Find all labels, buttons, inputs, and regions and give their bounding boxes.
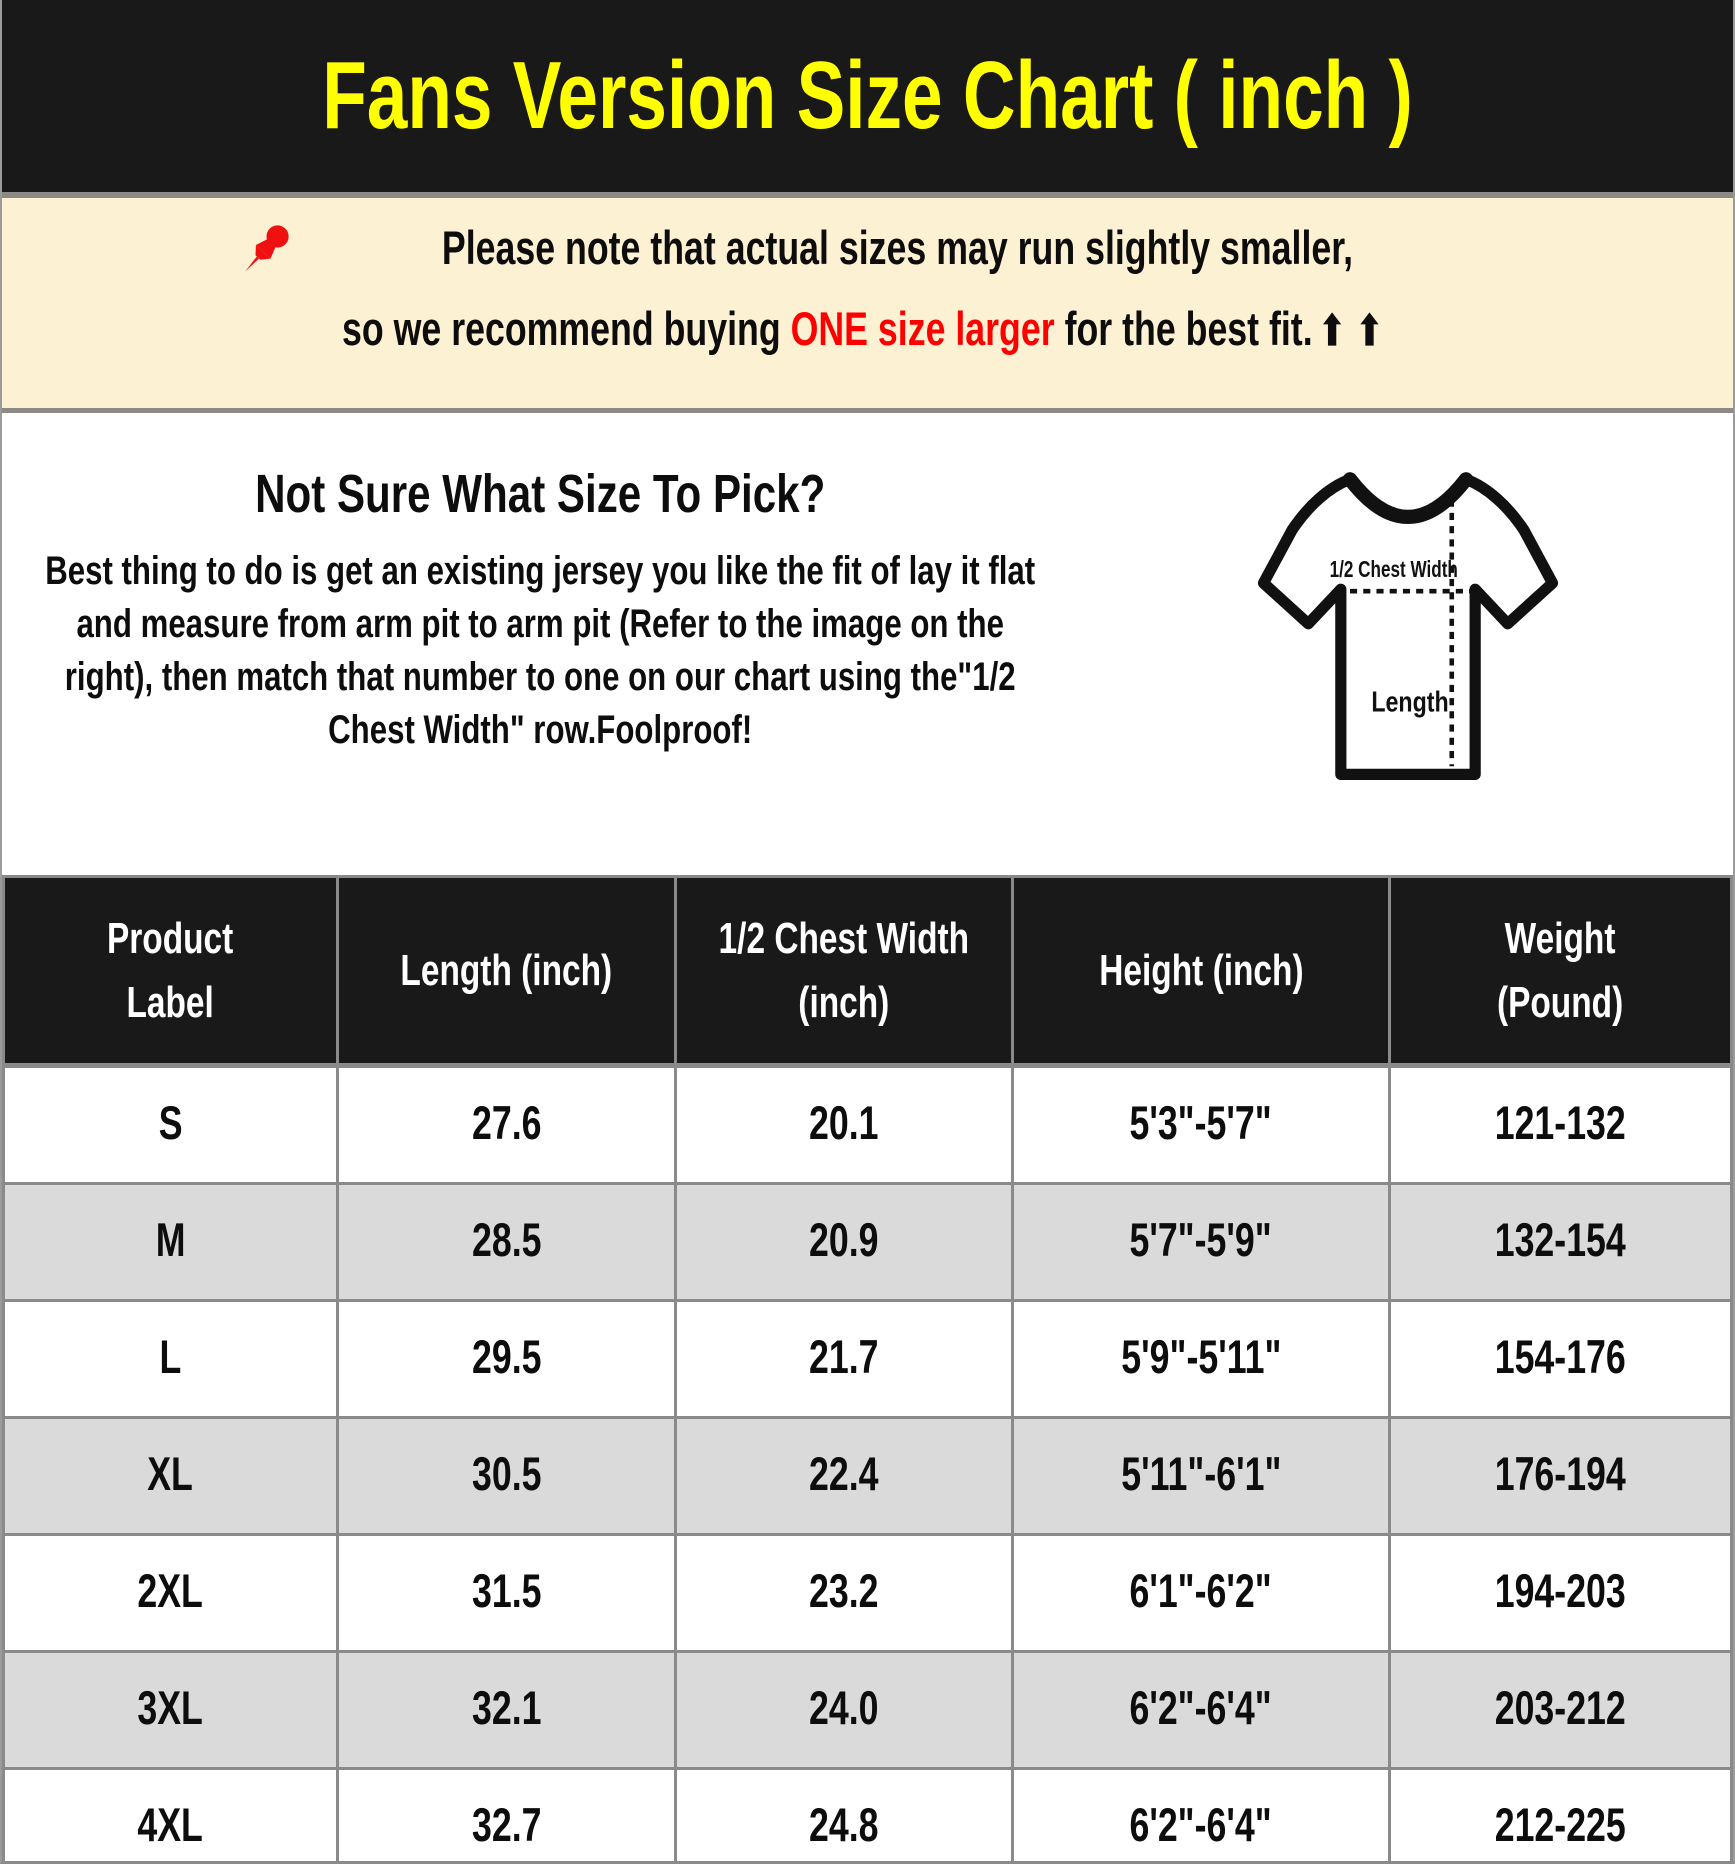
notice-text-2-suffix: for the best fit. bbox=[1054, 302, 1313, 356]
sizing-help-text: Not Sure What Size To Pick? Best thing t… bbox=[2, 463, 1078, 757]
sizing-help-section: Not Sure What Size To Pick? Best thing t… bbox=[2, 413, 1733, 875]
notice-text-1: Please note that actual sizes may run sl… bbox=[441, 221, 1354, 275]
up-arrows-icon: ⬆⬆ bbox=[1318, 307, 1394, 355]
column-header-length: Length (inch) bbox=[335, 875, 678, 1068]
notice-line-1: Please note that actual sizes may run sl… bbox=[238, 217, 1497, 279]
sizing-help-body: Best thing to do is get an existing jers… bbox=[45, 549, 1036, 752]
table-header-row: Product Label Length (inch) 1/2 Chest Wi… bbox=[2, 875, 1733, 1068]
notice-line-2: so we recommend buying ONE size larger f… bbox=[176, 303, 1560, 355]
table-row-3xl: 3XL 32.1 24.0 6'2"-6'4" 203-212 bbox=[2, 1650, 1733, 1770]
tshirt-diagram: 1/2 Chest Width Length bbox=[1082, 463, 1733, 809]
column-header-product-label: Product Label bbox=[2, 875, 339, 1068]
table-row-m: M 28.5 20.9 5'7"-5'9" 132-154 bbox=[2, 1182, 1733, 1302]
column-header-height: Height (inch) bbox=[1011, 875, 1391, 1068]
pushpin-icon bbox=[238, 219, 296, 281]
sizing-help-heading: Not Sure What Size To Pick? bbox=[255, 464, 826, 524]
notice-text-2-prefix: so we recommend buying bbox=[341, 302, 791, 356]
length-label: Length bbox=[1371, 686, 1448, 718]
table-row-4xl: 4XL 32.7 24.8 6'2"-6'4" 212-225 bbox=[2, 1767, 1733, 1861]
table-row-2xl: 2XL 31.5 23.2 6'1"-6'2" 194-203 bbox=[2, 1533, 1733, 1653]
table-row-xl: XL 30.5 22.4 5'11"-6'1" 176-194 bbox=[2, 1416, 1733, 1536]
page-title: Fans Version Size Chart ( inch ) bbox=[322, 42, 1413, 149]
tshirt-icon: 1/2 Chest Width Length bbox=[1257, 472, 1558, 780]
notice-text-2-highlight: ONE size larger bbox=[790, 302, 1055, 356]
column-header-weight: Weight (Pound) bbox=[1387, 875, 1733, 1068]
notice-banner: Please note that actual sizes may run sl… bbox=[2, 198, 1733, 413]
table-row-s: S 27.6 20.1 5'3"-5'7" 121-132 bbox=[2, 1064, 1733, 1185]
column-header-chest-width: 1/2 Chest Width (inch) bbox=[674, 875, 1015, 1068]
title-bar: Fans Version Size Chart ( inch ) bbox=[2, 0, 1733, 198]
table-row-l: L 29.5 21.7 5'9"-5'11" 154-176 bbox=[2, 1299, 1733, 1419]
chest-width-label: 1/2 Chest Width bbox=[1329, 556, 1457, 582]
size-table: Product Label Length (inch) 1/2 Chest Wi… bbox=[2, 875, 1733, 1861]
